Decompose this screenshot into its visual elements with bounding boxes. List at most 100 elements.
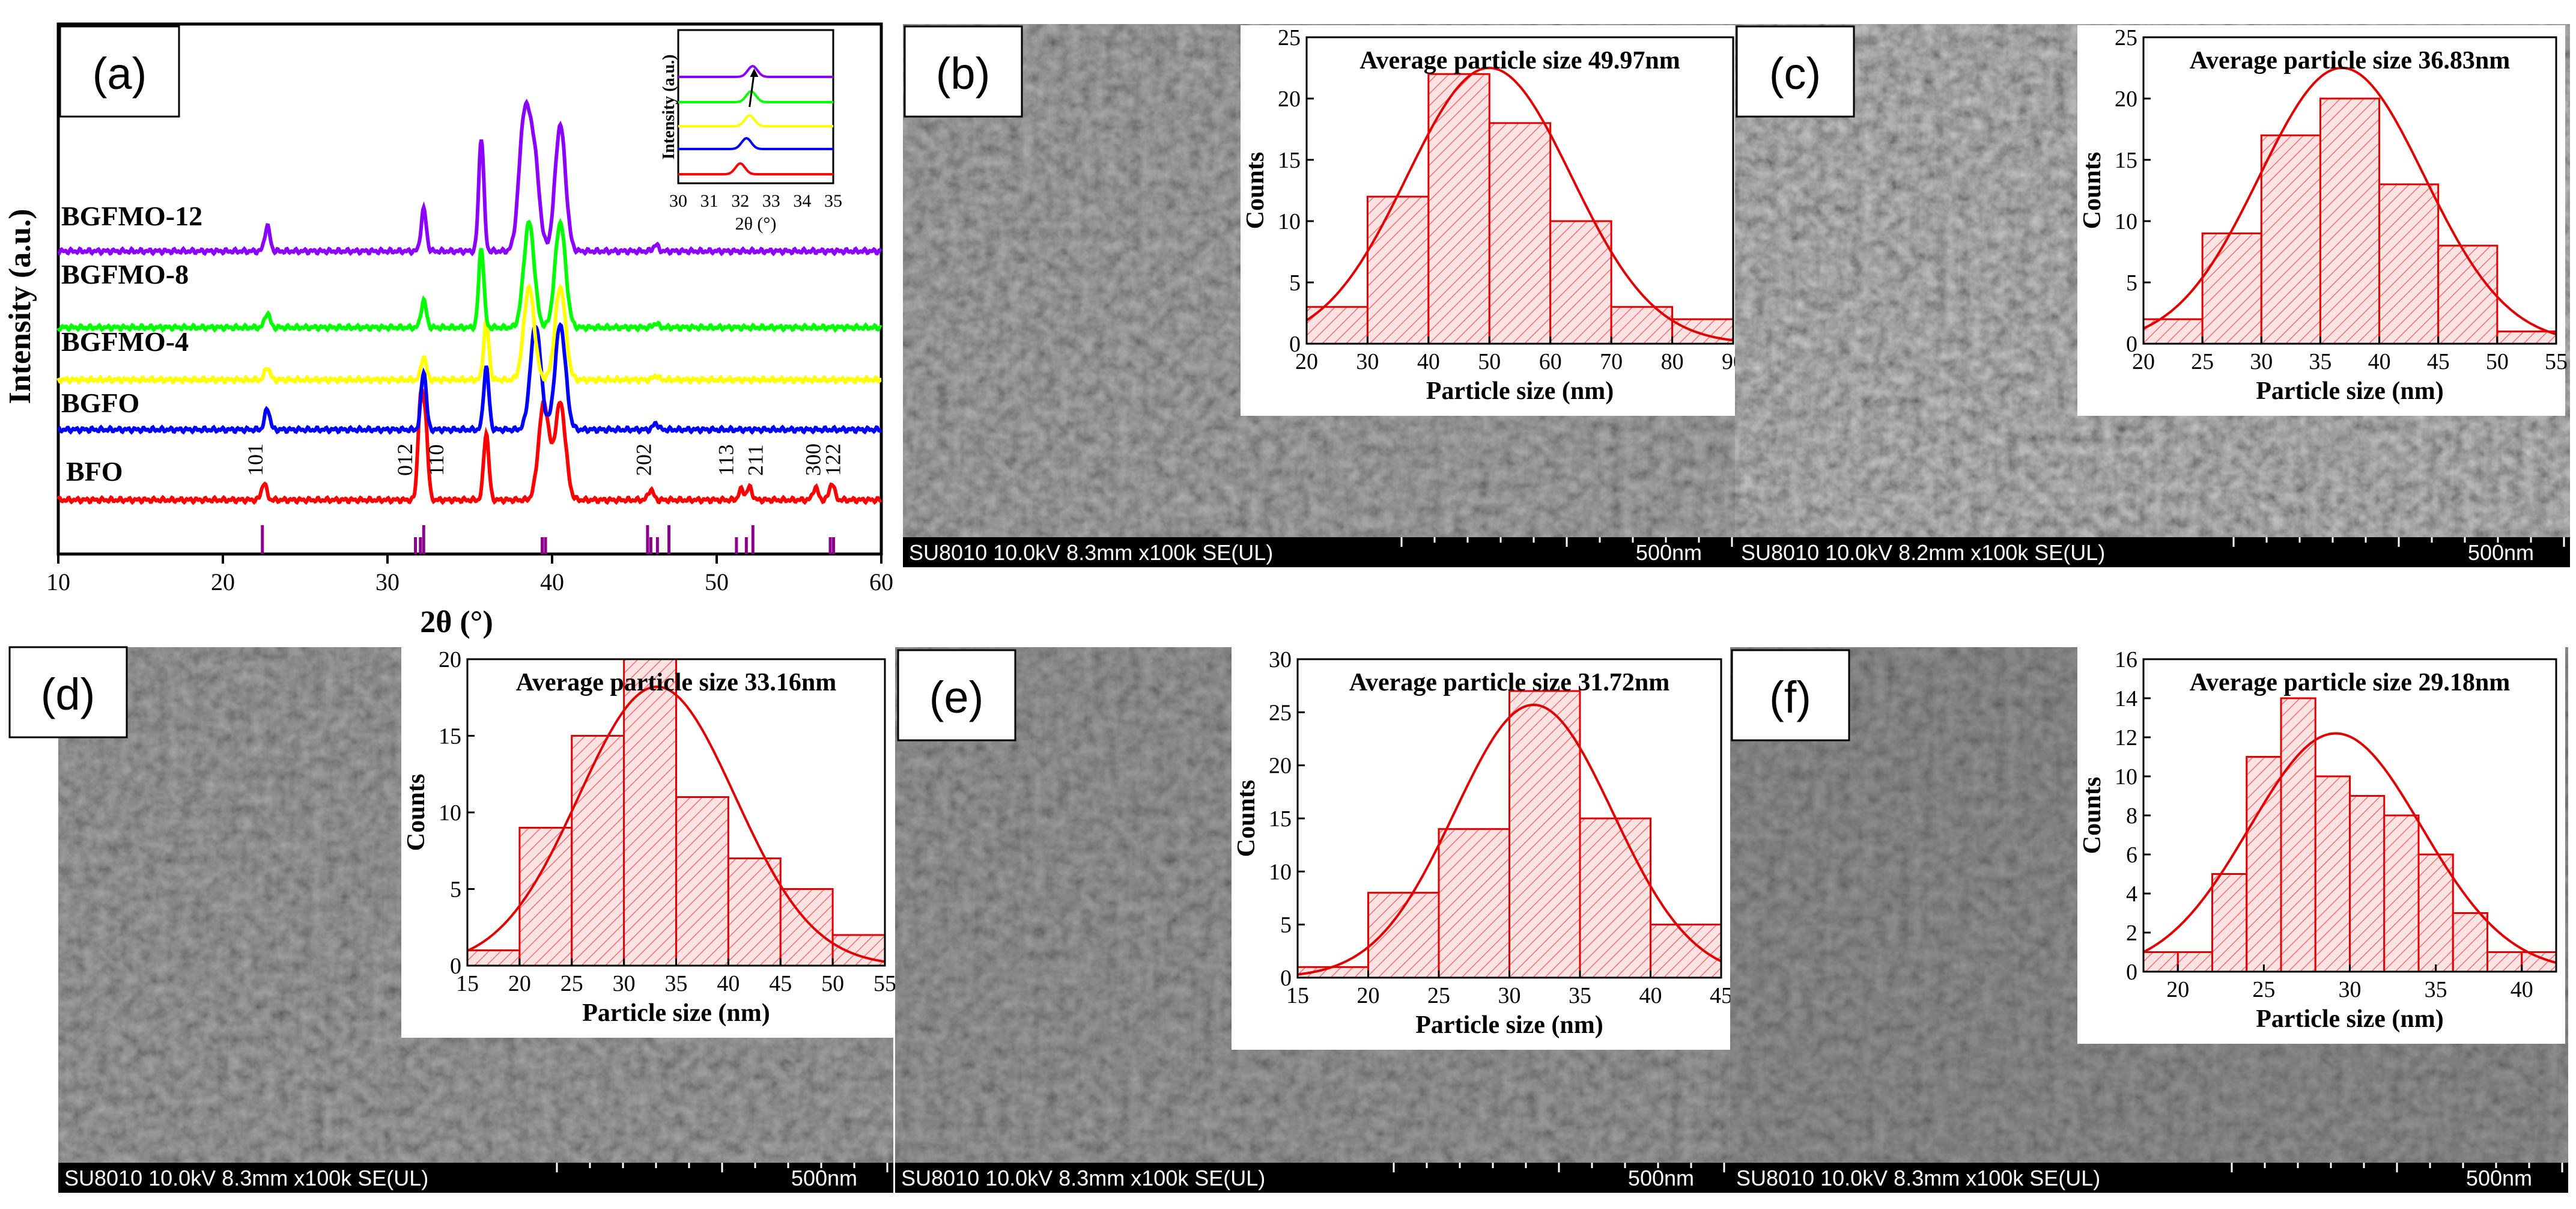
x-tick-label: 20 xyxy=(508,971,531,996)
x-tick-label: 40 xyxy=(2511,977,2533,1002)
x-tick-label: 45 xyxy=(2427,349,2450,374)
sem-caption: SU8010 10.0kV 8.2mm x100k SE(UL) xyxy=(1741,540,2105,565)
histogram-y-label: Counts xyxy=(2079,777,2106,854)
x-tick-label: 80 xyxy=(1661,349,1684,374)
inset-series-line xyxy=(678,136,833,150)
xrd-peak-label: 012 xyxy=(393,443,417,476)
panel-label-box-a xyxy=(59,25,180,118)
histogram-bar xyxy=(466,949,521,967)
x-tick-label: 20 xyxy=(2132,349,2155,374)
y-tick-label: 10 xyxy=(2115,764,2137,790)
y-tick-label: 20 xyxy=(439,647,461,672)
y-tick-label: 25 xyxy=(1278,25,1301,50)
panel-label-box xyxy=(8,646,128,738)
y-tick-label: 25 xyxy=(2115,25,2137,50)
y-tick-label: 5 xyxy=(1289,270,1301,296)
histogram-bar xyxy=(727,857,782,967)
scale-bar-label: 500nm xyxy=(1636,540,1702,565)
y-tick-label: 20 xyxy=(2115,87,2137,112)
inset-x-tick-label: 31 xyxy=(700,191,718,211)
histogram-bar xyxy=(2437,245,2499,345)
histogram-bar xyxy=(2246,756,2282,973)
x-tick-label: 15 xyxy=(1286,983,1309,1008)
histogram-bar xyxy=(2349,795,2386,973)
xrd-series-line xyxy=(56,283,882,385)
scale-bar-label: 500nm xyxy=(1628,1166,1694,1190)
histogram-bar xyxy=(2177,951,2213,973)
x-tick-label: 30 xyxy=(613,971,636,996)
histogram-bar xyxy=(2496,330,2557,345)
histogram-inset: 15 20 25 30 35 40 45 0 5 10 15 20 25 30 Average partic… xyxy=(1232,647,1733,1050)
y-tick-label: 0 xyxy=(1280,966,1292,991)
xrd-x-axis-label: 2θ (°) xyxy=(420,605,493,639)
histogram-bar xyxy=(1427,73,1490,345)
xrd-peak-label: 122 xyxy=(821,443,845,476)
x-tick-label: 30 xyxy=(1356,349,1379,374)
sem-panel: SU8010 10.0kV 8.3mm x100k SE(UL) 500nm (f)… xyxy=(1730,647,2568,1193)
x-tick-label: 40 xyxy=(2368,349,2391,374)
xrd-x-tick-label: 20 xyxy=(211,568,235,595)
y-tick-label: 0 xyxy=(2126,332,2137,357)
histogram-bar xyxy=(1488,122,1552,345)
scale-bar-label: 500nm xyxy=(2466,1166,2532,1190)
histogram-x-label: Particle size (nm) xyxy=(2256,377,2444,405)
inset-arrow-head xyxy=(750,69,759,77)
sem-caption-bar xyxy=(903,537,1738,567)
sem-caption-bar xyxy=(1735,537,2570,567)
xrd-x-tick-label: 30 xyxy=(375,568,399,595)
x-tick-label: 55 xyxy=(2545,349,2568,374)
xrd-x-tick-label: 50 xyxy=(705,568,729,595)
x-tick-label: 25 xyxy=(560,971,583,996)
y-tick-label: 0 xyxy=(1289,332,1301,357)
xrd-series-label: BGFMO-8 xyxy=(61,259,189,290)
x-tick-label: 25 xyxy=(2252,977,2275,1002)
histogram-bar xyxy=(2201,232,2262,345)
histogram-bar xyxy=(2211,873,2248,973)
inset-x-tick-label: 32 xyxy=(731,191,749,211)
histogram-bar xyxy=(2383,814,2420,973)
histogram-title: Average particle size 36.83nm xyxy=(2190,47,2510,75)
histogram-bar xyxy=(1650,924,1722,979)
panel-label: (b) xyxy=(936,49,990,99)
histogram-inset: 20 25 30 35 40 45 50 55 0 5 10 15 20 25 Average partic… xyxy=(2077,25,2568,416)
histogram-bar xyxy=(518,827,573,967)
xrd-peak-label: 300 xyxy=(801,443,825,476)
xrd-peak-label: 211 xyxy=(744,444,768,476)
panel-label: (e) xyxy=(929,672,983,722)
histogram-title: Average particle size 29.18nm xyxy=(2190,669,2510,696)
sem-caption: SU8010 10.0kV 8.3mm x100k SE(UL) xyxy=(1736,1166,2100,1190)
inset-series-line xyxy=(678,90,833,103)
xrd-series-label: BGFMO-12 xyxy=(61,201,202,231)
y-tick-label: 15 xyxy=(2115,148,2137,173)
histogram-bar xyxy=(571,735,625,967)
x-tick-label: 25 xyxy=(2191,349,2214,374)
inset-x-label: 2θ (°) xyxy=(735,214,777,234)
x-tick-label: 45 xyxy=(1710,983,1733,1008)
histogram-frame xyxy=(2142,36,2557,345)
histogram-bar xyxy=(2280,697,2316,973)
xrd-series-group xyxy=(56,99,882,505)
y-tick-label: 4 xyxy=(2126,882,2137,907)
y-tick-label: 2 xyxy=(2126,921,2137,946)
xrd-peak-label: 110 xyxy=(424,444,448,476)
y-tick-label: 12 xyxy=(2115,725,2137,751)
y-tick-label: 6 xyxy=(2126,842,2137,868)
inset-x-tick-label: 33 xyxy=(762,191,780,211)
x-tick-label: 35 xyxy=(665,971,688,996)
sem-panel: SU8010 10.0kV 8.3mm x100k SE(UL) 500nm (b)… xyxy=(903,24,1745,567)
xrd-series-line xyxy=(57,321,882,435)
x-tick-label: 55 xyxy=(873,971,896,996)
panel-label-box xyxy=(1736,25,1855,118)
histogram-bar xyxy=(2319,97,2381,345)
x-tick-label: 20 xyxy=(2166,977,2189,1002)
panel-label: (d) xyxy=(41,669,95,719)
histogram-y-label: Counts xyxy=(2079,152,2106,229)
x-tick-label: 35 xyxy=(1569,983,1591,1008)
histogram-title: Average particle size 31.72nm xyxy=(1349,669,1669,696)
sem-caption-bar xyxy=(895,1163,1730,1193)
xrd-panel: BFO BGFO BGFMO-4 BGFMO-8 BGFMO-12 101 012 110 2… xyxy=(3,22,893,639)
histogram-bar xyxy=(2142,951,2179,973)
inset-series-line xyxy=(678,64,833,78)
gaussian-fit-line xyxy=(2143,732,2557,964)
xrd-x-axis: 10 20 30 40 50 60 xyxy=(46,554,893,595)
